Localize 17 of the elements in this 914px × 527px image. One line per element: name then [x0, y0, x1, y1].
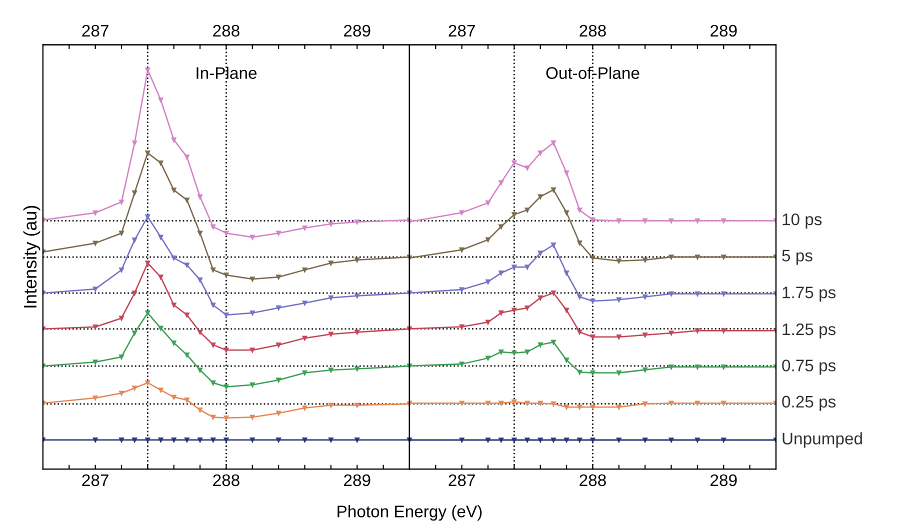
- x-tick-label: 288: [213, 24, 240, 37]
- chart-title: Out-of-Plane: [546, 66, 640, 79]
- series-label: 10 ps: [782, 213, 822, 229]
- y-axis-title: Intensity (au): [23, 206, 40, 308]
- x-tick-label: 289: [710, 474, 737, 486]
- x-tick-label: 287: [82, 24, 108, 37]
- series-label: 0.75 ps: [782, 360, 836, 375]
- chart-title: In-Plane: [196, 66, 257, 79]
- series-label: 5 ps: [782, 250, 812, 265]
- series-label: Unpumped: [782, 432, 862, 448]
- x-tick-label: 288: [580, 474, 606, 486]
- x-tick-label: 289: [344, 24, 370, 37]
- series-label: 0.25 ps: [782, 396, 836, 411]
- x-axis-title: Photon Energy (eV): [338, 505, 482, 521]
- x-tick-label: 287: [448, 474, 475, 486]
- series-label: 1.25 ps: [782, 323, 836, 338]
- series-label: 1.75 ps: [782, 286, 836, 302]
